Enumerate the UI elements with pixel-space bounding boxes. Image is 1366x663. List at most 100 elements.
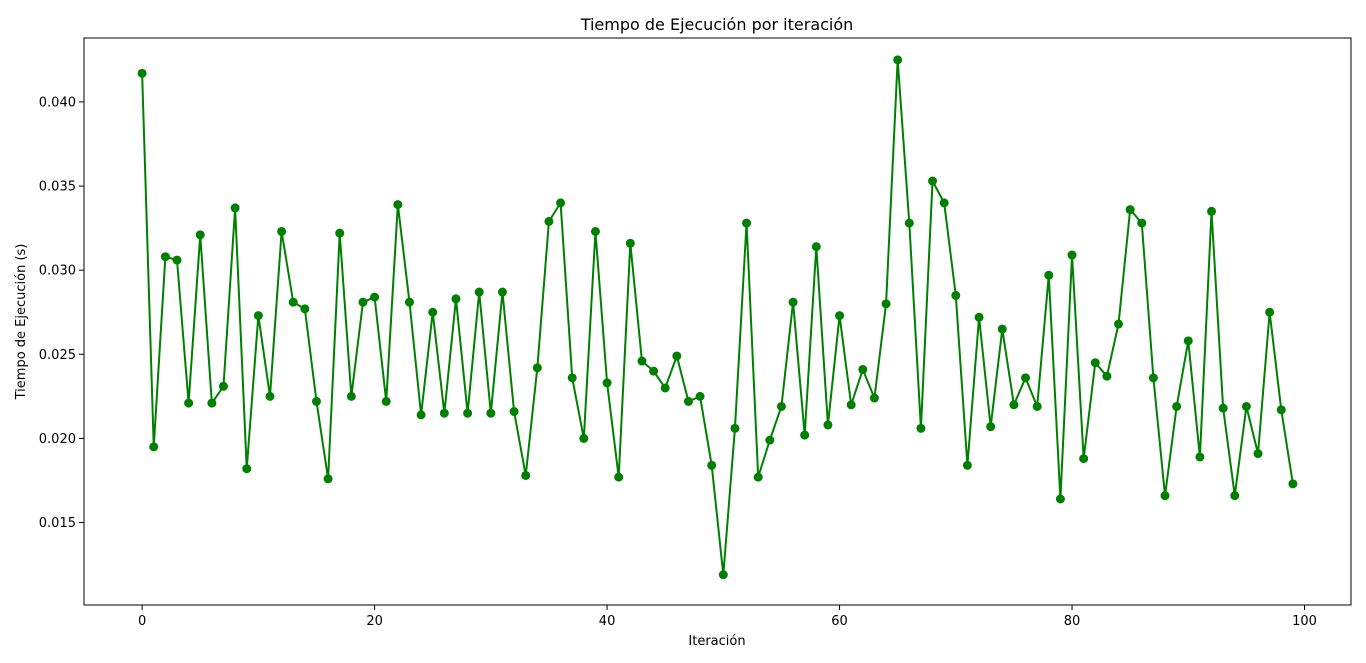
data-point	[1265, 307, 1275, 317]
y-tick-label: 0.020	[39, 432, 76, 447]
data-point	[590, 226, 600, 236]
data-point	[451, 294, 461, 304]
data-point	[614, 472, 624, 482]
data-point	[1067, 250, 1077, 260]
data-point	[625, 238, 635, 248]
x-tick-label: 100	[1292, 614, 1317, 629]
data-point	[137, 68, 147, 78]
data-point	[439, 408, 449, 418]
data-point	[1218, 403, 1228, 413]
data-point	[253, 311, 263, 321]
data-point	[1183, 336, 1193, 346]
x-tick-label: 0	[138, 614, 146, 629]
data-point	[416, 410, 426, 420]
data-point	[881, 299, 891, 309]
data-point	[742, 218, 752, 228]
data-point	[846, 400, 856, 410]
data-point	[556, 198, 566, 208]
data-point	[300, 304, 310, 314]
data-point	[463, 408, 473, 418]
data-point	[218, 381, 228, 391]
data-point	[893, 55, 903, 65]
data-point	[1055, 494, 1065, 504]
y-tick-label: 0.040	[39, 95, 76, 110]
data-point	[1032, 401, 1042, 411]
data-point	[1125, 205, 1135, 215]
data-point	[986, 422, 996, 432]
data-point	[544, 216, 554, 226]
data-point	[718, 570, 728, 580]
data-point	[323, 474, 333, 484]
data-point	[637, 356, 647, 366]
data-point	[1009, 400, 1019, 410]
y-tick-label: 0.035	[39, 180, 76, 195]
data-point	[753, 472, 763, 482]
data-point	[1148, 373, 1158, 383]
data-point	[1102, 371, 1112, 381]
data-point	[649, 366, 659, 376]
data-point	[1288, 479, 1298, 489]
data-point	[1137, 218, 1147, 228]
y-tick-label: 0.015	[39, 516, 76, 531]
data-point	[335, 228, 345, 238]
data-point	[1079, 454, 1089, 464]
data-point	[904, 218, 914, 228]
data-point	[1253, 449, 1263, 459]
data-point	[230, 203, 240, 213]
data-point	[660, 383, 670, 393]
data-point	[695, 391, 705, 401]
data-point	[1114, 319, 1124, 329]
data-point	[265, 391, 275, 401]
data-point	[288, 297, 298, 307]
data-point	[951, 290, 961, 300]
data-point	[149, 442, 159, 452]
x-axis-label: Iteración	[688, 634, 745, 649]
data-point	[579, 433, 589, 443]
data-point	[730, 423, 740, 433]
data-point	[1230, 491, 1240, 501]
data-point	[474, 287, 484, 297]
data-point	[811, 242, 821, 252]
data-point	[277, 226, 287, 236]
data-point	[1090, 358, 1100, 368]
data-point	[567, 373, 577, 383]
series-line	[141, 58, 1294, 576]
data-point	[358, 297, 368, 307]
data-point	[765, 435, 775, 445]
data-point	[172, 255, 182, 265]
data-point	[916, 423, 926, 433]
data-point	[707, 460, 717, 470]
data-point	[1276, 405, 1286, 415]
data-point	[602, 378, 612, 388]
data-point	[521, 470, 531, 480]
data-point	[1021, 373, 1031, 383]
data-point	[486, 408, 496, 418]
chart-title: Tiempo de Ejecución por iteración	[580, 15, 854, 34]
data-point	[823, 420, 833, 430]
data-point	[207, 398, 217, 408]
data-point	[858, 364, 868, 374]
data-point	[1241, 401, 1251, 411]
x-tick-label: 80	[1064, 614, 1081, 629]
data-point	[311, 396, 321, 406]
data-point	[1172, 401, 1182, 411]
y-axis-label: Tiempo de Ejecución (s)	[14, 244, 29, 401]
data-point	[381, 396, 391, 406]
data-point	[869, 393, 879, 403]
plot-frame	[83, 37, 1352, 606]
data-point	[160, 252, 170, 262]
data-point	[404, 297, 414, 307]
x-tick-label: 60	[831, 614, 848, 629]
data-point	[672, 351, 682, 361]
data-point	[1044, 270, 1054, 280]
data-point	[1207, 206, 1217, 216]
data-point	[997, 324, 1007, 334]
data-point	[184, 398, 194, 408]
y-tick-label: 0.030	[39, 264, 76, 279]
data-point	[242, 464, 252, 474]
y-tick-label: 0.025	[39, 348, 76, 363]
data-point	[370, 292, 380, 302]
data-point	[497, 287, 507, 297]
data-point	[346, 391, 356, 401]
